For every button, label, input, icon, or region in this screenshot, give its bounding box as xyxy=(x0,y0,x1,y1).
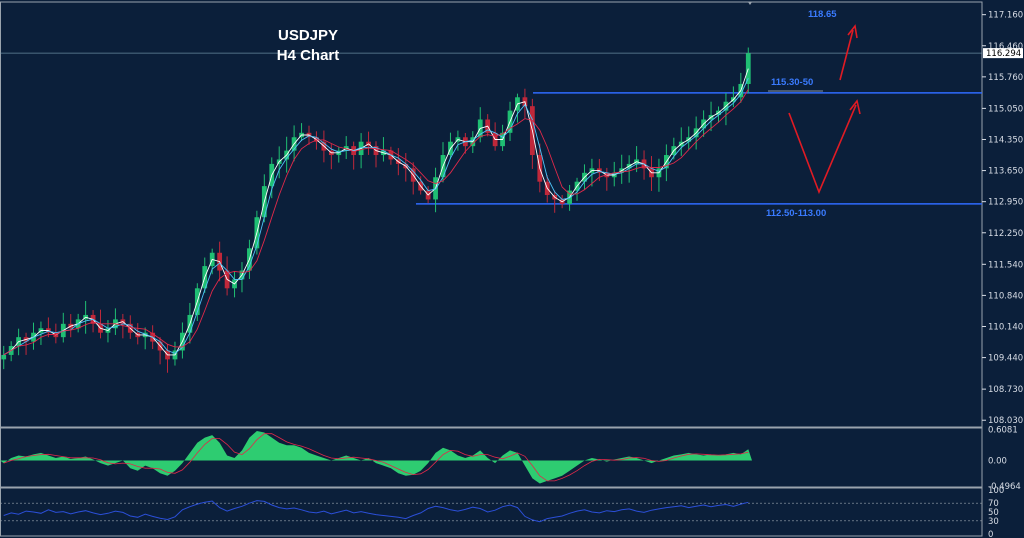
price-tick-label: 108.730 xyxy=(988,385,1023,395)
price-tick-label: 109.440 xyxy=(988,354,1023,364)
oscillator-tick-label: 0.00 xyxy=(988,457,1007,467)
price-tick-label: 115.760 xyxy=(988,73,1023,83)
up-arrow-head-icon xyxy=(847,24,858,39)
price-tick-label: 113.650 xyxy=(988,167,1023,177)
oscillator-area xyxy=(0,431,752,484)
rsi-tick-label: 50 xyxy=(988,508,999,518)
price-axis: 117.160 116.460 115.760 115.050 114.350 113.6… xyxy=(0,11,1023,426)
scroll-marker-icon xyxy=(748,2,752,5)
price-tick-label: 108.030 xyxy=(988,416,1023,426)
panel-frame-1 xyxy=(0,427,983,488)
support-resistance-levels xyxy=(416,92,982,205)
moving-averages xyxy=(3,68,749,356)
v-scenario-arrow-head-icon xyxy=(849,99,861,115)
chart-title-symbol: USDJPY xyxy=(277,27,339,44)
price-tick-label: 116.460 xyxy=(988,42,1023,52)
support-label: 112.50-113.00 xyxy=(766,208,826,219)
price-tick-label: 111.540 xyxy=(988,260,1023,270)
price-tick-label: 112.950 xyxy=(988,198,1023,208)
price-tick-label: 112.250 xyxy=(988,229,1023,239)
chart-title-timeframe: H4 Chart xyxy=(276,47,340,64)
price-tick-label: 115.050 xyxy=(988,104,1023,114)
rsi-line xyxy=(3,500,749,523)
current-price-box xyxy=(983,48,1023,59)
oscillator-panel: 0.6081 0.00 -0.4964 xyxy=(0,426,1021,492)
up-arrow-icon xyxy=(839,29,854,81)
rsi-tick-label: 0 xyxy=(988,530,993,538)
current-price-label: 116.294 xyxy=(986,49,1021,59)
price-tick-label: 110.140 xyxy=(988,322,1023,332)
v-scenario-arrow-icon xyxy=(788,104,857,195)
candle-body xyxy=(1,354,7,360)
annotations: 118.65 115.30-50 112.50-113.00 xyxy=(766,9,861,219)
resistance-label: 115.30-50 xyxy=(771,77,813,88)
panel-frame-0 xyxy=(0,1,983,428)
target-label: 118.65 xyxy=(808,9,837,20)
oscillator-signal-line xyxy=(3,433,749,482)
price-tick-label: 110.840 xyxy=(988,291,1023,301)
ma-fast-line xyxy=(3,68,749,356)
rsi-tick-label: 30 xyxy=(988,517,999,527)
ma-slow-line xyxy=(3,89,749,356)
oscillator-tick-label: -0.4964 xyxy=(988,482,1021,492)
oscillator-tick-label: 0.6081 xyxy=(988,426,1018,436)
panel-frame-2 xyxy=(0,487,983,537)
rsi-tick-label: 100 xyxy=(988,486,1004,496)
rsi-tick-label: 70 xyxy=(988,499,999,509)
panel-frames xyxy=(0,1,983,537)
price-tick-label: 114.350 xyxy=(988,135,1023,145)
price-tick-label: 117.160 xyxy=(988,11,1023,21)
